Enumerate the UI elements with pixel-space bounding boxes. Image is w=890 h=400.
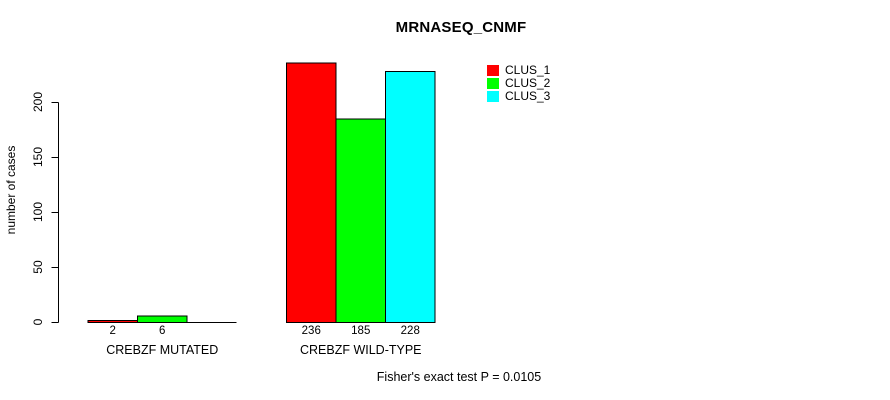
bar-clus_1-2 [286, 62, 337, 324]
legend-swatch-clus_1 [487, 65, 499, 76]
legend-row: CLUS_1 [487, 64, 550, 77]
legend-swatch-clus_3 [487, 91, 499, 102]
bar-clus_2-1 [137, 315, 188, 323]
bar-clus_3-2 [385, 71, 436, 323]
legend-row: CLUS_2 [487, 77, 550, 90]
legend-label: CLUS_3 [505, 89, 551, 103]
legend: CLUS_1 CLUS_2 CLUS_3 [487, 64, 550, 103]
legend-label: CLUS_2 [505, 76, 551, 90]
bar-clus_2-2 [335, 118, 386, 323]
bar-clus_1-1 [87, 319, 138, 323]
legend-swatch-clus_2 [487, 78, 499, 89]
legend-row: CLUS_3 [487, 90, 550, 103]
annotation-pvalue: Fisher's exact test P = 0.0105 [376, 370, 542, 384]
chart-title: MRNASEQ_CNMF [395, 19, 527, 36]
legend-label: CLUS_1 [505, 63, 551, 77]
